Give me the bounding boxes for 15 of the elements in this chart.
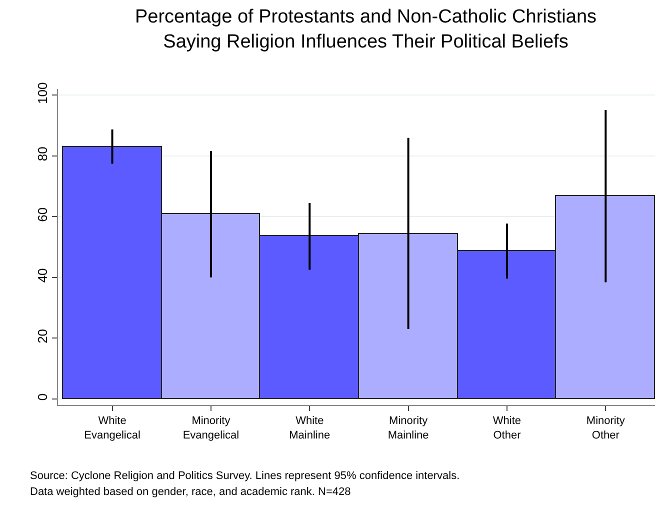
text: Data weighted based on gender, race, and academic rank. N=428 (30, 486, 351, 498)
x-tick-label: Minority Evangelical (182, 415, 240, 442)
chart-title: Percentage of Protestants and Non-Catholic Christians Saying Religion Influences Their Political Beliefs (134, 6, 597, 52)
x-tick-label: Minority Other (586, 415, 626, 442)
x-tick-label: White Mainline (289, 415, 330, 442)
y-tick-label: 0 (34, 393, 50, 401)
source-note: Source: Cyclone Religion and Politics Survey. Lines represent 95% confidence intervals. (30, 470, 460, 482)
y-tick-label: 60 (34, 207, 50, 222)
y-tick-label: 80 (34, 146, 50, 162)
x-tick-label: Minority Mainline (388, 415, 429, 442)
y-tick-label: 40 (34, 268, 50, 283)
x-tick-label: White Evangelical (84, 415, 140, 442)
x-tick-label: White Other (492, 415, 522, 442)
y-tick-label: 100 (34, 82, 50, 104)
y-tick-label: 20 (34, 328, 50, 344)
